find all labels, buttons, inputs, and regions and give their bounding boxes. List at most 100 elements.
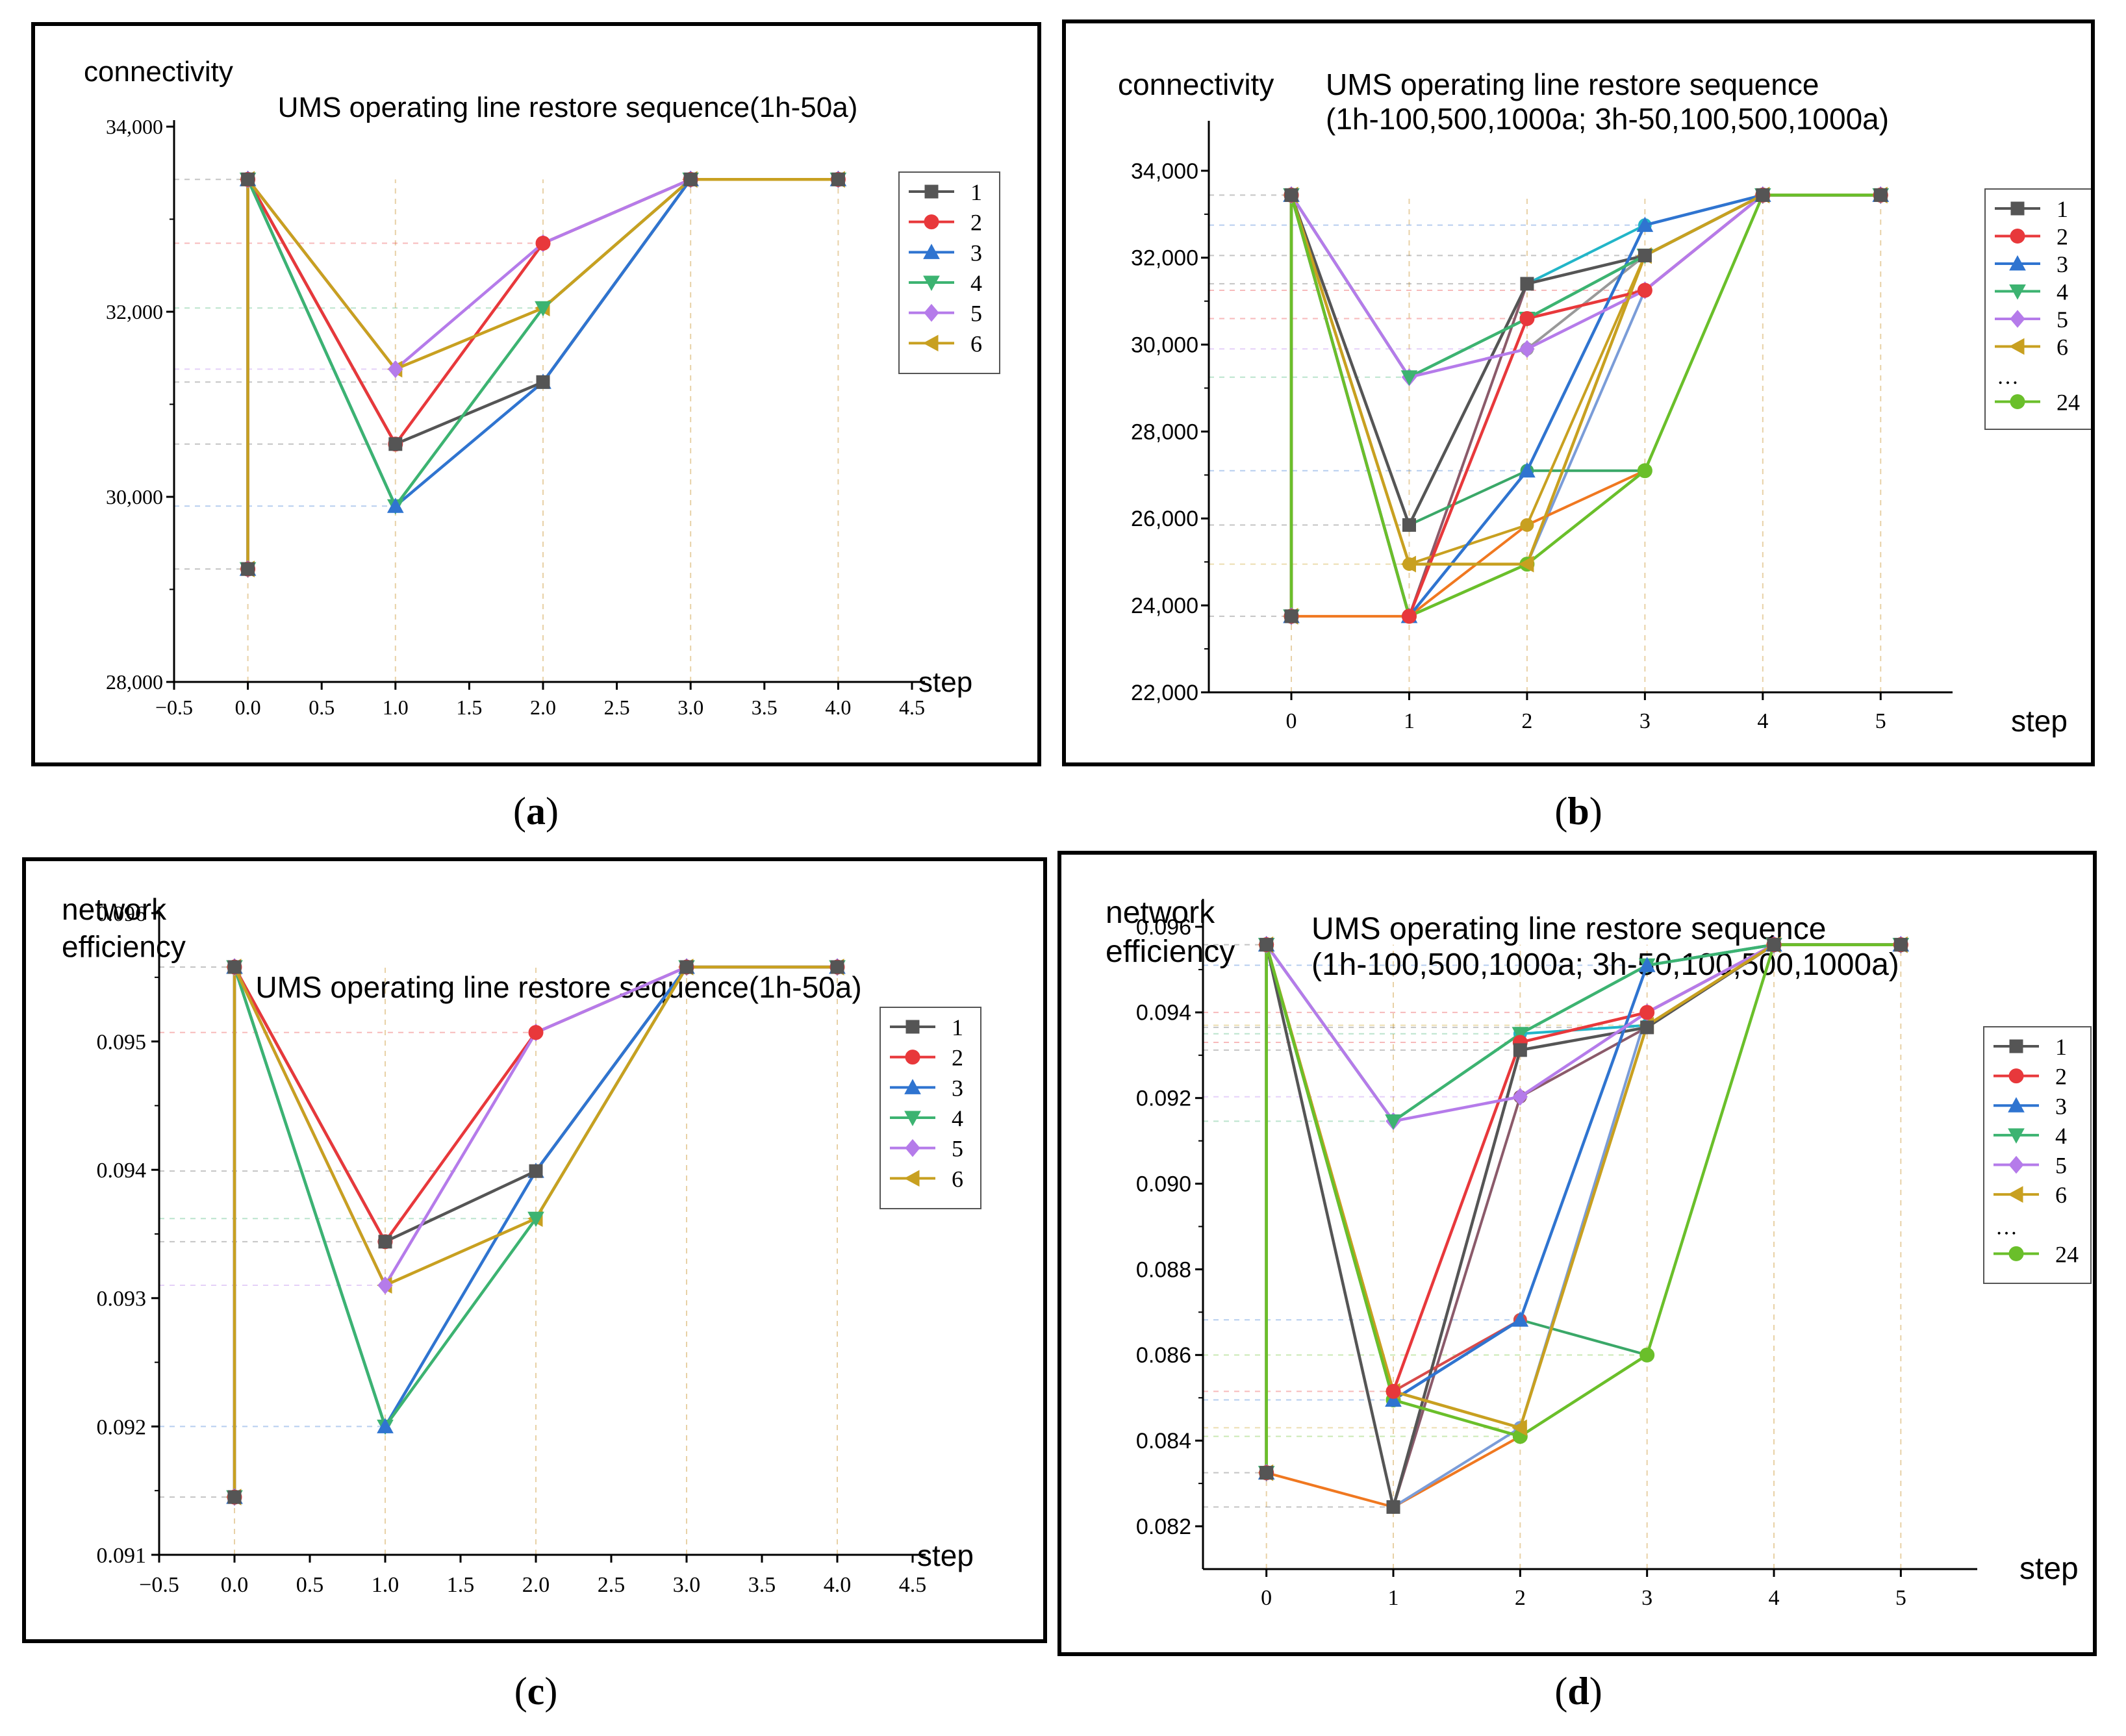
legend-label-4: 4 bbox=[2056, 279, 2068, 305]
data-point-series-1 bbox=[1893, 938, 1908, 952]
data-point-series-5 bbox=[377, 1276, 393, 1294]
subfigure-label-d: (d) bbox=[1554, 1670, 1602, 1713]
y-tick-label: 28,000 bbox=[106, 670, 163, 694]
data-point-series-1 bbox=[1520, 277, 1534, 291]
series-line-5 bbox=[1265, 940, 1901, 1473]
y-tick-label: 22,000 bbox=[1131, 681, 1198, 705]
data-point-series-2 bbox=[1519, 310, 1535, 326]
legend-label-5: 5 bbox=[2055, 1153, 2067, 1179]
data-point-series-1 bbox=[388, 437, 403, 451]
data-point-series-3 bbox=[1519, 462, 1536, 478]
legend-label-4: 4 bbox=[952, 1105, 963, 1131]
legend-marker-24 bbox=[2008, 1246, 2024, 1261]
data-point-series-1 bbox=[1386, 1500, 1400, 1514]
data-point-series-1 bbox=[1873, 188, 1888, 202]
data-point-series-6 bbox=[1512, 1419, 1527, 1437]
chart-b: 22,000 24,000 26,000 28,000 30,000 32,000 34,0… bbox=[1118, 68, 2091, 738]
legend-label-2: 2 bbox=[2055, 1064, 2067, 1090]
x-tick-label: 5 bbox=[1895, 1586, 1906, 1610]
legend-marker-2 bbox=[905, 1050, 920, 1065]
data-point-series-1 bbox=[679, 960, 694, 974]
y-tick-label: 0.096 bbox=[97, 902, 147, 926]
legend-label-6: 6 bbox=[2055, 1182, 2067, 1208]
y-axis-label: efficiency bbox=[1106, 935, 1235, 969]
y-tick-label: 0.091 bbox=[97, 1544, 147, 1568]
series-line-unlabeled bbox=[1266, 1353, 1648, 1509]
x-tick-label: 4 bbox=[1769, 1586, 1780, 1610]
x-tick-label: 4.5 bbox=[899, 1573, 927, 1597]
y-tick-label: 0.082 bbox=[1136, 1515, 1191, 1539]
legend-label-4: 4 bbox=[970, 270, 982, 296]
legend-label-5: 5 bbox=[970, 301, 982, 327]
data-point-series-1 bbox=[683, 172, 698, 186]
data-point-series-1 bbox=[1756, 188, 1770, 202]
legend-label-3: 3 bbox=[2056, 251, 2068, 277]
legend-box bbox=[898, 171, 1000, 374]
chart-title: UMS operating line restore sequence bbox=[1326, 68, 1819, 101]
legend-marker-1 bbox=[905, 1020, 920, 1034]
y-tick-label: 32,000 bbox=[1131, 246, 1198, 271]
legend-marker-3 bbox=[904, 1079, 921, 1094]
chart-d: 0.082 0.084 0.086 0.088 0.090 0.092 0.094 0.096… bbox=[1106, 896, 2092, 1610]
x-tick-label: 4.5 bbox=[899, 696, 925, 719]
data-point-series-6 bbox=[1518, 555, 1534, 573]
data-point-series-3 bbox=[1385, 1391, 1402, 1407]
series-line-unlabeled bbox=[1526, 254, 1646, 350]
data-point-series-2 bbox=[535, 236, 551, 251]
legend-marker-6 bbox=[2007, 1186, 2023, 1203]
data-point-series-1 bbox=[1284, 188, 1298, 202]
guide-lines bbox=[174, 179, 839, 682]
y-tick-label: 0.094 bbox=[1136, 1001, 1191, 1025]
y-tick-label: 0.088 bbox=[1136, 1257, 1191, 1282]
x-tick-label: 1.5 bbox=[456, 696, 482, 719]
series-line-4 bbox=[1289, 190, 1881, 616]
x-tick-label: 0.0 bbox=[221, 1573, 249, 1597]
data-point-series-1 bbox=[241, 562, 255, 576]
x-tick-label: 0 bbox=[1286, 709, 1297, 733]
legend-ellipsis: … bbox=[1997, 365, 2019, 389]
chart-c: 0.091 0.092 0.093 0.094 0.095 0.096 −0.5 0.0 0.5… bbox=[62, 892, 981, 1597]
chart-title: UMS operating line restore sequence bbox=[1311, 912, 1826, 946]
chart-a: 28,000 30,000 32,000 34,000 −0.5 0.0 0.5 1.0 1.5… bbox=[84, 56, 1000, 719]
y-tick-label: 0.096 bbox=[1136, 915, 1191, 940]
data-point-series-24 bbox=[1639, 1347, 1655, 1363]
data-point-series-1 bbox=[830, 960, 844, 974]
y-tick-label: 0.086 bbox=[1136, 1343, 1191, 1368]
data-point-series-4 bbox=[535, 301, 551, 317]
y-tick-label: 0.095 bbox=[97, 1031, 147, 1055]
data-point-series-1 bbox=[1640, 1020, 1654, 1035]
y-tick-label: 0.094 bbox=[97, 1159, 147, 1183]
series-line-6 bbox=[1289, 194, 1881, 616]
legend-label-6: 6 bbox=[970, 331, 982, 357]
legend-marker-3 bbox=[2008, 1097, 2025, 1113]
legend-label-3: 3 bbox=[970, 240, 982, 266]
y-tick-label: 32,000 bbox=[106, 300, 163, 323]
series-line-6 bbox=[233, 965, 837, 1498]
y-tick-label: 0.093 bbox=[97, 1287, 147, 1311]
data-point-series-4 bbox=[527, 1211, 544, 1227]
x-tick-label: 1.0 bbox=[372, 1573, 399, 1597]
data-point-series-1 bbox=[1513, 1043, 1527, 1057]
x-tick-label: 0.0 bbox=[235, 696, 261, 719]
data-point-series-1 bbox=[1402, 518, 1416, 532]
x-tick-label: 0 bbox=[1261, 1586, 1272, 1610]
y-tick-label: 30,000 bbox=[106, 485, 163, 509]
legend-marker-1 bbox=[2010, 201, 2025, 216]
legend-marker-5 bbox=[905, 1138, 920, 1157]
legend-marker-5 bbox=[2008, 1155, 2024, 1174]
x-tick-label: 4.0 bbox=[825, 696, 851, 719]
series-line-24 bbox=[1289, 194, 1881, 618]
series-line-4 bbox=[1265, 940, 1901, 1473]
data-point-series-3 bbox=[377, 1418, 394, 1433]
guide-lines bbox=[159, 966, 838, 1555]
x-tick-label: −0.5 bbox=[139, 1573, 179, 1597]
legend-marker-3 bbox=[2009, 255, 2026, 271]
data-point-series-1 bbox=[529, 1164, 543, 1178]
x-tick-label: 0.5 bbox=[309, 696, 335, 719]
x-tick-label: 3.5 bbox=[752, 696, 778, 719]
data-point-series-1 bbox=[1767, 938, 1781, 952]
x-tick-label: −0.5 bbox=[155, 696, 193, 719]
y-axis-label: efficiency bbox=[62, 930, 186, 964]
data-point-series-4 bbox=[1385, 1114, 1402, 1130]
x-tick-label: 2 bbox=[1521, 709, 1532, 733]
